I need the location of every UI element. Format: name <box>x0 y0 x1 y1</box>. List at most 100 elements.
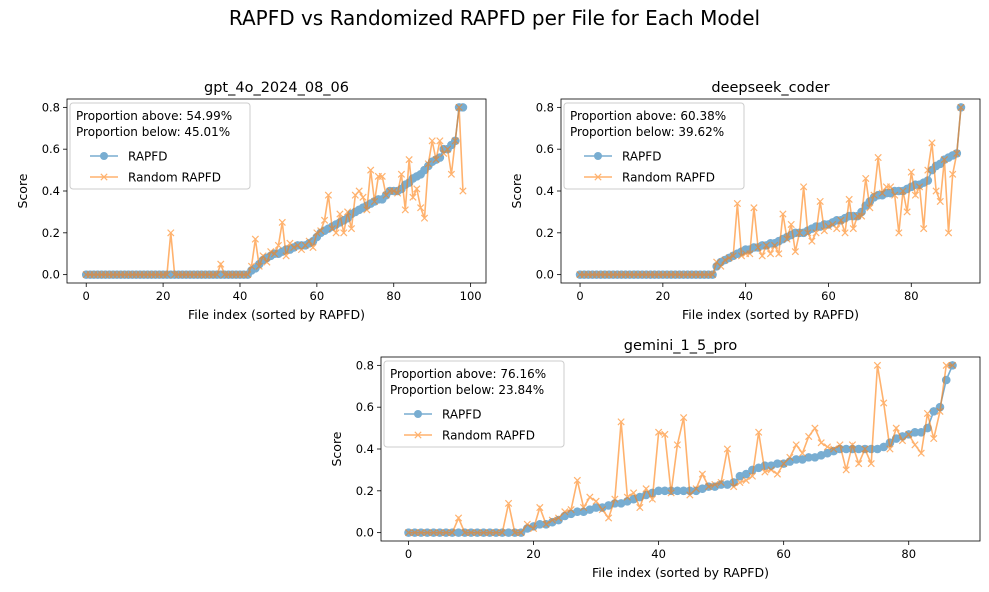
data-point <box>617 418 625 426</box>
chart-2: deepseek_coder 0 20 40 60 80 0.0 0.2 0.4 0.6 0.8 Fi… <box>509 80 981 322</box>
data-point <box>255 262 263 270</box>
axes-frame <box>66 98 487 284</box>
data-point <box>787 220 795 229</box>
data-point <box>548 516 556 524</box>
data-point <box>891 191 899 199</box>
chart-1: gpt_4o_2024_08_06 0 20 40 60 80 100 0.0 0.2 0.4 0.… <box>15 80 487 322</box>
data-point <box>750 204 758 212</box>
x-axis-label: File index (sorted by RAPFD) <box>682 307 859 322</box>
y-tick-label: 0.2 <box>536 226 554 240</box>
data-point <box>736 478 744 487</box>
data-point <box>378 172 386 180</box>
data-point <box>804 229 812 237</box>
x-tick-label: 40 <box>738 289 753 303</box>
data-point <box>270 250 279 258</box>
data-point <box>948 361 957 369</box>
y-tick-label: 0.8 <box>356 358 374 372</box>
data-point <box>824 222 833 231</box>
data-point <box>448 529 456 537</box>
data-point <box>845 195 853 203</box>
data-point <box>748 472 757 480</box>
data-point <box>823 443 832 451</box>
y-tick-label: 0.6 <box>42 142 60 156</box>
y-tick-label: 0.6 <box>356 400 374 414</box>
data-point <box>842 466 850 474</box>
data-point <box>773 470 782 478</box>
data-point <box>263 258 271 266</box>
data-point <box>340 229 348 237</box>
data-point <box>944 229 953 237</box>
data-point <box>957 103 965 111</box>
data-point <box>953 149 961 157</box>
data-point <box>730 483 738 491</box>
data-point <box>451 137 459 145</box>
legend-marker <box>594 173 602 181</box>
data-point <box>592 497 600 505</box>
legend-handle <box>90 152 118 160</box>
data-point <box>867 460 875 468</box>
data-point <box>940 156 949 164</box>
data-point <box>598 506 606 514</box>
data-point <box>561 508 569 516</box>
data-point <box>401 206 409 214</box>
data-point <box>247 262 256 270</box>
data-point <box>305 237 313 245</box>
data-point <box>767 466 775 474</box>
data-point <box>907 168 915 176</box>
axes-frame <box>380 356 981 542</box>
data-point <box>461 529 469 537</box>
data-point <box>737 252 746 260</box>
series-line <box>408 364 953 534</box>
data-point <box>917 449 925 457</box>
data-point <box>949 170 957 178</box>
legend-handle <box>404 431 432 439</box>
data-point <box>686 491 694 499</box>
data-point <box>267 248 275 256</box>
data-point <box>420 214 429 222</box>
series-random-rapfd <box>82 103 467 279</box>
data-point <box>332 229 340 237</box>
legend-frame <box>563 102 745 190</box>
data-point <box>808 237 816 245</box>
data-point <box>648 495 656 503</box>
y-axis-label: Score <box>15 173 30 208</box>
data-point <box>517 529 525 537</box>
chart-title: deepseek_coder <box>711 80 829 96</box>
data-point <box>841 229 849 237</box>
data-point <box>874 153 882 162</box>
data-point <box>442 529 450 537</box>
data-point <box>783 235 791 243</box>
figure-title: RAPFD vs Randomized RAPFD per File for E… <box>229 6 760 30</box>
legend-label: RAPFD <box>128 150 167 164</box>
x-axis-label: File index (sorted by RAPFD) <box>592 565 769 580</box>
data-point <box>849 225 857 233</box>
data-point <box>905 430 913 438</box>
data-point <box>432 156 440 164</box>
data-point <box>673 441 681 449</box>
data-point <box>317 227 325 235</box>
data-point <box>567 506 575 514</box>
data-point <box>721 256 729 264</box>
legend-marker <box>594 152 602 160</box>
data-point <box>761 468 769 476</box>
y-tick-label: 0.4 <box>42 184 60 198</box>
data-point <box>771 241 779 249</box>
data-point <box>873 361 882 369</box>
data-point <box>536 503 544 512</box>
data-point <box>805 432 813 441</box>
data-point <box>654 428 663 436</box>
data-point <box>473 529 481 537</box>
data-point <box>498 529 506 537</box>
data-point <box>866 204 874 212</box>
data-point <box>167 229 175 237</box>
data-point <box>604 514 613 522</box>
data-point <box>742 476 750 484</box>
data-point <box>833 225 841 233</box>
data-point <box>417 204 425 212</box>
y-tick-label: 0.2 <box>42 226 60 240</box>
data-point <box>911 441 919 449</box>
data-point <box>780 460 788 468</box>
data-point <box>692 485 700 493</box>
data-point <box>812 229 820 237</box>
